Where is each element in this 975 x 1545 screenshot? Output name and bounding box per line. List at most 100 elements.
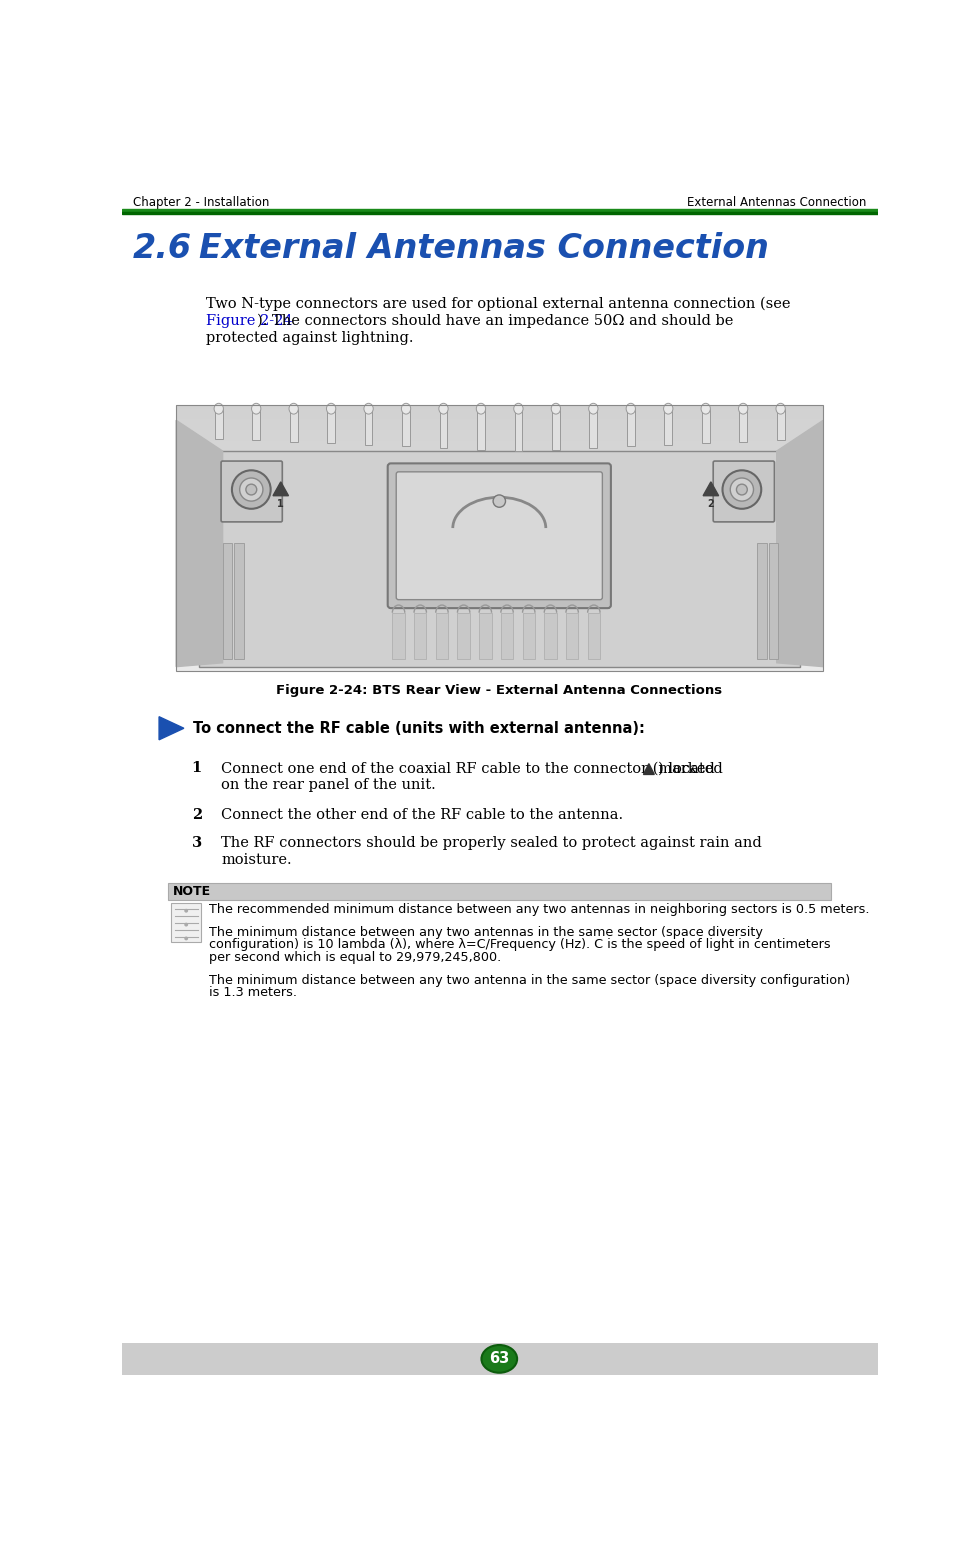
- Text: 63: 63: [489, 1352, 509, 1366]
- Ellipse shape: [402, 403, 410, 414]
- Text: BreezeMAX Extreme: BreezeMAX Extreme: [133, 1352, 285, 1364]
- Bar: [590, 409, 598, 448]
- Ellipse shape: [184, 936, 188, 941]
- Ellipse shape: [289, 403, 298, 414]
- Text: per second which is equal to 29,979,245,800.: per second which is equal to 29,979,245,…: [209, 950, 501, 964]
- Bar: [440, 409, 448, 448]
- Bar: [457, 613, 470, 660]
- FancyBboxPatch shape: [221, 460, 283, 522]
- Bar: [588, 613, 600, 660]
- Text: Chapter 2 - Installation: Chapter 2 - Installation: [133, 196, 269, 209]
- Bar: [627, 409, 635, 447]
- Bar: [290, 409, 297, 442]
- Ellipse shape: [551, 403, 561, 414]
- Text: on the rear panel of the unit.: on the rear panel of the unit.: [221, 779, 436, 793]
- Bar: [122, 1344, 878, 1375]
- Text: 1: 1: [277, 499, 284, 508]
- Bar: [234, 544, 244, 660]
- Bar: [214, 409, 222, 439]
- Ellipse shape: [776, 403, 785, 414]
- Ellipse shape: [439, 403, 448, 414]
- Text: 2: 2: [708, 499, 715, 508]
- Ellipse shape: [252, 403, 261, 414]
- Bar: [222, 544, 232, 660]
- Bar: [169, 884, 831, 899]
- Ellipse shape: [730, 477, 754, 501]
- FancyBboxPatch shape: [388, 464, 611, 609]
- Bar: [414, 613, 426, 660]
- Text: The RF connectors should be properly sealed to protect against rain and: The RF connectors should be properly sea…: [221, 836, 761, 850]
- Ellipse shape: [736, 484, 747, 494]
- Text: Connect one end of the coaxial RF cable to the connector (marked: Connect one end of the coaxial RF cable …: [221, 762, 715, 776]
- Text: is 1.3 meters.: is 1.3 meters.: [209, 986, 296, 1000]
- Bar: [664, 409, 672, 445]
- Bar: [566, 613, 578, 660]
- Bar: [501, 613, 513, 660]
- Ellipse shape: [701, 403, 711, 414]
- Bar: [702, 409, 710, 443]
- Ellipse shape: [493, 494, 505, 507]
- Ellipse shape: [232, 470, 271, 508]
- Polygon shape: [176, 420, 222, 666]
- Ellipse shape: [514, 403, 523, 414]
- Bar: [769, 544, 778, 660]
- Polygon shape: [273, 482, 289, 496]
- Ellipse shape: [664, 403, 673, 414]
- Bar: [392, 613, 405, 660]
- Bar: [122, 209, 878, 212]
- Text: 3: 3: [192, 836, 202, 850]
- Text: NOTE: NOTE: [173, 885, 212, 898]
- Text: External Antennas Connection: External Antennas Connection: [199, 232, 769, 264]
- Text: The recommended minimum distance between any two antennas in neighboring sectors: The recommended minimum distance between…: [209, 902, 869, 916]
- Text: ). The connectors should have an impedance 50Ω and should be: ). The connectors should have an impedan…: [256, 314, 733, 329]
- Polygon shape: [159, 717, 184, 740]
- Ellipse shape: [364, 403, 373, 414]
- Ellipse shape: [327, 403, 335, 414]
- Text: ) located: ) located: [658, 762, 722, 776]
- Bar: [515, 409, 523, 451]
- Ellipse shape: [626, 403, 636, 414]
- Bar: [328, 409, 335, 443]
- Bar: [477, 409, 485, 450]
- FancyBboxPatch shape: [713, 460, 774, 522]
- Text: 2: 2: [192, 808, 202, 822]
- Bar: [436, 613, 448, 660]
- Bar: [544, 613, 557, 660]
- Text: The minimum distance between any two antennas in the same sector (space diversit: The minimum distance between any two ant…: [209, 925, 762, 939]
- Bar: [176, 405, 823, 671]
- Text: Figure 2-24: BTS Rear View - External Antenna Connections: Figure 2-24: BTS Rear View - External An…: [276, 684, 722, 697]
- Text: Two N-type connectors are used for optional external antenna connection (see: Two N-type connectors are used for optio…: [206, 297, 790, 312]
- Polygon shape: [703, 482, 719, 496]
- Bar: [199, 451, 800, 666]
- Bar: [172, 902, 201, 941]
- Bar: [523, 613, 535, 660]
- Bar: [253, 409, 260, 440]
- Bar: [552, 409, 560, 450]
- Bar: [402, 409, 410, 447]
- Text: External Antennas Connection: External Antennas Connection: [687, 196, 867, 209]
- FancyBboxPatch shape: [396, 471, 603, 599]
- Ellipse shape: [477, 403, 486, 414]
- Bar: [479, 613, 491, 660]
- Text: The minimum distance between any two antenna in the same sector (space diversity: The minimum distance between any two ant…: [209, 973, 850, 987]
- Ellipse shape: [482, 1346, 517, 1374]
- Bar: [758, 544, 766, 660]
- Text: 2.6: 2.6: [133, 232, 192, 264]
- Text: protected against lightning.: protected against lightning.: [206, 331, 413, 345]
- Polygon shape: [644, 763, 654, 774]
- Text: Figure 2-24: Figure 2-24: [206, 314, 292, 328]
- Ellipse shape: [214, 403, 223, 414]
- Bar: [739, 409, 747, 442]
- Ellipse shape: [240, 477, 263, 501]
- Ellipse shape: [722, 470, 761, 508]
- Text: System Manual: System Manual: [752, 1352, 867, 1364]
- Bar: [777, 409, 785, 440]
- Polygon shape: [777, 420, 823, 666]
- Ellipse shape: [184, 922, 188, 927]
- Text: Connect the other end of the RF cable to the antenna.: Connect the other end of the RF cable to…: [221, 808, 623, 822]
- Text: To connect the RF cable (units with external antenna):: To connect the RF cable (units with exte…: [193, 720, 645, 735]
- Text: 1: 1: [192, 762, 202, 776]
- Ellipse shape: [246, 484, 256, 494]
- Ellipse shape: [589, 403, 598, 414]
- Ellipse shape: [738, 403, 748, 414]
